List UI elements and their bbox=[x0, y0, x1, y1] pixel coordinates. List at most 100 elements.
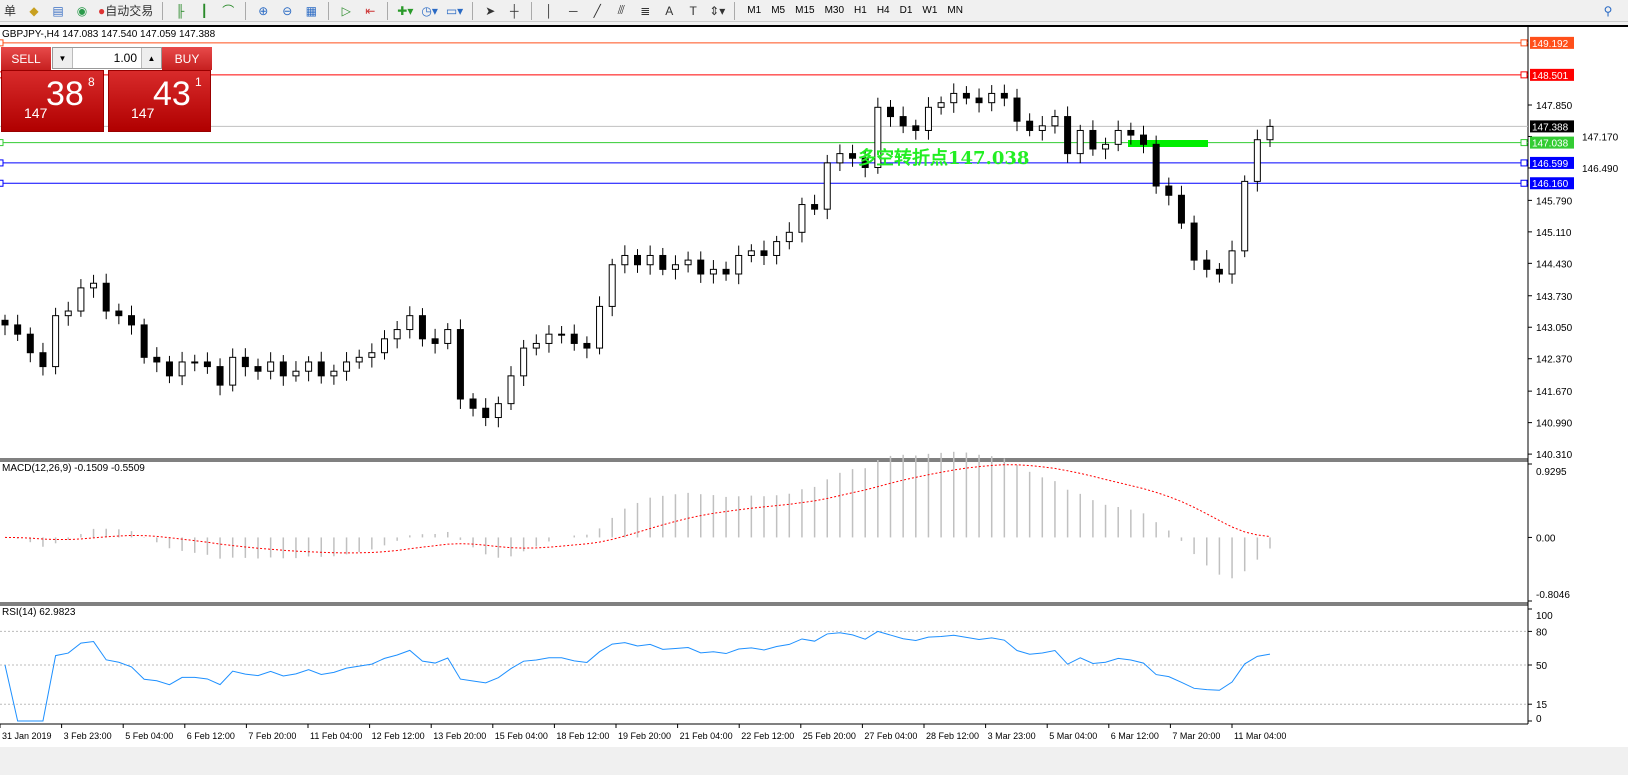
macd-signal-line bbox=[4, 464, 1271, 554]
rsi-tick-label: 0 bbox=[1536, 714, 1542, 725]
fibo-fan-icon[interactable]: ≣ bbox=[640, 3, 651, 18]
candles bbox=[1, 83, 1274, 428]
bear-candle bbox=[570, 333, 578, 344]
template-icon[interactable]: ▭▾ bbox=[445, 3, 464, 18]
bear-candle bbox=[899, 116, 907, 127]
timeframe-m1[interactable]: M1 bbox=[747, 5, 762, 16]
timeframe-mn[interactable]: MN bbox=[947, 5, 963, 16]
label-icon[interactable]: T bbox=[689, 3, 697, 18]
increase-lot-icon[interactable]: ▲ bbox=[141, 48, 161, 68]
bar-chart-icon[interactable]: ╟ bbox=[176, 3, 185, 18]
clock-icon[interactable]: ◷▾ bbox=[421, 3, 438, 18]
bull-candle bbox=[671, 264, 679, 270]
sell-button[interactable]: SELL bbox=[1, 47, 51, 70]
autoscroll-icon[interactable]: ▷ bbox=[341, 3, 351, 18]
price-label-bg bbox=[1530, 177, 1574, 190]
price-tick-label: 144.430 bbox=[1536, 259, 1573, 270]
bear-candle bbox=[1152, 143, 1160, 187]
bear-candle bbox=[1177, 194, 1185, 224]
time-label: 7 Mar 20:00 bbox=[1172, 731, 1220, 741]
autotrade-button[interactable]: ● 自动交易 bbox=[96, 1, 155, 21]
timeframe-w1[interactable]: W1 bbox=[922, 5, 938, 16]
new-indicator-icon[interactable]: ✚▾ bbox=[397, 3, 414, 18]
bull-candle bbox=[178, 361, 186, 377]
bull-candle bbox=[90, 282, 98, 289]
bull-candle bbox=[1114, 129, 1122, 145]
chart-shift-icon[interactable]: ⇤ bbox=[365, 3, 376, 18]
bear-candle bbox=[1190, 222, 1198, 261]
bear-candle bbox=[1, 319, 9, 326]
timeframe-m15[interactable]: M15 bbox=[795, 5, 815, 16]
zoom-in-icon[interactable]: ⊕ bbox=[258, 3, 269, 18]
candle-chart-icon[interactable]: ┃ bbox=[200, 3, 208, 18]
macd-label: MACD(12,26,9) -0.1509 -0.5509 bbox=[2, 463, 145, 474]
bull-candle bbox=[558, 333, 566, 336]
bear-candle bbox=[254, 366, 262, 372]
vertical-line-icon[interactable]: │ bbox=[545, 3, 553, 18]
bull-candle bbox=[773, 241, 781, 256]
tile-icon[interactable]: ▦ bbox=[305, 3, 317, 18]
rsi-line bbox=[4, 630, 1271, 722]
time-label: 11 Feb 04:00 bbox=[310, 731, 362, 741]
buy-price[interactable]: 147 43 1 bbox=[108, 70, 211, 132]
chart-window: 147.850 147.170 146.490 145.790 145.110 144.4… bbox=[0, 25, 1628, 747]
lot-input[interactable]: 1.00 bbox=[113, 51, 137, 65]
folder-icon[interactable]: ◆ bbox=[29, 3, 39, 18]
horizontal-line-icon[interactable]: ─ bbox=[568, 3, 578, 18]
bear-candle bbox=[962, 92, 970, 99]
partial-menu-label[interactable]: 单 bbox=[3, 4, 16, 18]
price-tick-label: 143.730 bbox=[1536, 292, 1573, 303]
sell-price[interactable]: 147 38 8 bbox=[1, 70, 104, 132]
line-handle bbox=[1520, 159, 1528, 167]
timeframe-d1[interactable]: D1 bbox=[899, 5, 913, 16]
price-tick-label: 147.850 bbox=[1536, 101, 1573, 112]
bear-candle bbox=[128, 315, 135, 326]
macd-tick-label: 0.00 bbox=[1536, 533, 1556, 544]
line-handle bbox=[1520, 71, 1528, 79]
time-label: 18 Feb 12:00 bbox=[556, 731, 609, 741]
zoom-out-icon[interactable]: ⊖ bbox=[282, 3, 293, 18]
bear-candle bbox=[482, 407, 490, 419]
bull-candle bbox=[292, 370, 300, 377]
bull-candle bbox=[709, 268, 717, 275]
buy-button-label[interactable]: BUY bbox=[162, 47, 212, 70]
bear-candle bbox=[634, 254, 641, 266]
rsi-tick-label: 100 bbox=[1536, 611, 1553, 622]
cursor-icon[interactable]: ➤ bbox=[485, 3, 496, 18]
bear-candle bbox=[469, 398, 477, 409]
line-handle bbox=[1520, 139, 1528, 147]
time-label: 15 Feb 04:00 bbox=[495, 731, 548, 741]
price-tick-label: 140.310 bbox=[1536, 450, 1573, 461]
bull-candle bbox=[77, 287, 85, 312]
timeframe-h1[interactable]: H1 bbox=[854, 5, 867, 16]
decrease-lot-icon[interactable]: ▼ bbox=[53, 48, 73, 68]
sell-price-pips: 38 bbox=[46, 75, 84, 113]
bull-candle bbox=[520, 347, 528, 377]
arrows-icon[interactable]: ⇕▾ bbox=[709, 3, 726, 18]
signal-icon[interactable]: ◉ bbox=[76, 3, 88, 18]
bull-candle bbox=[823, 162, 831, 210]
bear-candle bbox=[975, 97, 983, 104]
search-icon[interactable]: ⚲ bbox=[1603, 3, 1613, 18]
chart-canvas[interactable]: 147.850 147.170 146.490 145.790 145.110 144.4… bbox=[0, 27, 1628, 749]
fibo-icon[interactable]: ⫻ bbox=[617, 3, 625, 17]
lot-stepper[interactable]: ▼ 1.00 ▲ bbox=[52, 47, 162, 69]
crosshair-icon[interactable]: ┼ bbox=[509, 3, 519, 18]
sell-price-fraction: 8 bbox=[88, 75, 95, 89]
bear-candle bbox=[39, 352, 47, 368]
time-label: 22 Feb 12:00 bbox=[741, 731, 794, 741]
bear-candle bbox=[912, 125, 920, 131]
profile-icon[interactable]: ▤ bbox=[52, 3, 64, 18]
time-label: 28 Feb 12:00 bbox=[926, 731, 979, 741]
bear-candle bbox=[1140, 134, 1147, 145]
bull-candle bbox=[874, 106, 882, 169]
text-icon[interactable]: A bbox=[665, 3, 674, 18]
line-chart-icon[interactable]: ⌒ bbox=[222, 4, 235, 18]
trendline-icon[interactable]: ╱ bbox=[593, 3, 601, 18]
bear-candle bbox=[760, 250, 768, 256]
timeframe-m5[interactable]: M5 bbox=[771, 5, 786, 16]
timeframe-m30[interactable]: M30 bbox=[824, 5, 845, 16]
bear-candle bbox=[279, 361, 287, 377]
timeframe-h4[interactable]: H4 bbox=[876, 5, 890, 16]
time-label: 11 Mar 04:00 bbox=[1234, 731, 1286, 741]
